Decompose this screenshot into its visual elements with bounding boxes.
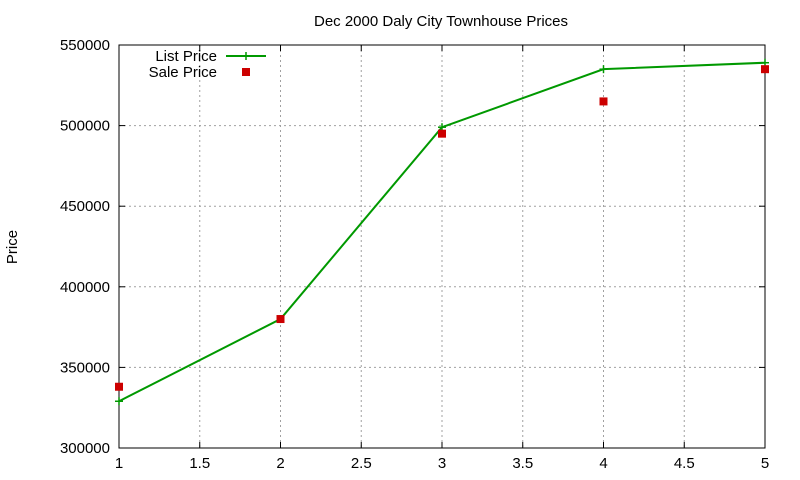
x-tick-label: 1.5 xyxy=(189,455,210,472)
x-tick-label: 5 xyxy=(761,455,769,472)
x-tick-label: 3 xyxy=(438,455,446,472)
x-tick-label: 3.5 xyxy=(512,455,533,472)
series-sale-price xyxy=(115,65,769,391)
y-tick-label: 300000 xyxy=(60,440,110,457)
y-tick-label: 350000 xyxy=(60,359,110,376)
data-point xyxy=(115,382,123,391)
data-point xyxy=(438,129,446,138)
data-point xyxy=(276,315,285,324)
y-tick-label: 450000 xyxy=(60,198,110,215)
legend-marker xyxy=(242,52,250,60)
data-point xyxy=(599,97,608,106)
legend-label: List Price xyxy=(155,48,217,65)
y-tick-label: 400000 xyxy=(60,279,110,296)
axis-ticks: 1 1.5 2 2.5 3 3.5 4 4.5 5 300000 350000 400000 45000… xyxy=(60,37,769,472)
chart-title: Dec 2000 Daly City Townhouse Prices xyxy=(314,13,568,30)
data-point xyxy=(115,397,123,406)
legend-marker xyxy=(242,68,250,76)
y-tick-label: 550000 xyxy=(60,37,110,54)
x-tick-label: 1 xyxy=(115,455,123,472)
data-point xyxy=(761,65,769,74)
grid-lines xyxy=(119,45,765,448)
series xyxy=(115,58,769,406)
data-point xyxy=(599,65,608,74)
x-tick-label: 2 xyxy=(276,455,284,472)
legend-label: Sale Price xyxy=(149,64,217,81)
y-tick-label: 500000 xyxy=(60,118,110,135)
x-tick-label: 4 xyxy=(599,455,607,472)
x-tick-label: 4.5 xyxy=(674,455,695,472)
x-tick-label: 2.5 xyxy=(351,455,372,472)
y-axis-label: Price xyxy=(4,230,21,264)
